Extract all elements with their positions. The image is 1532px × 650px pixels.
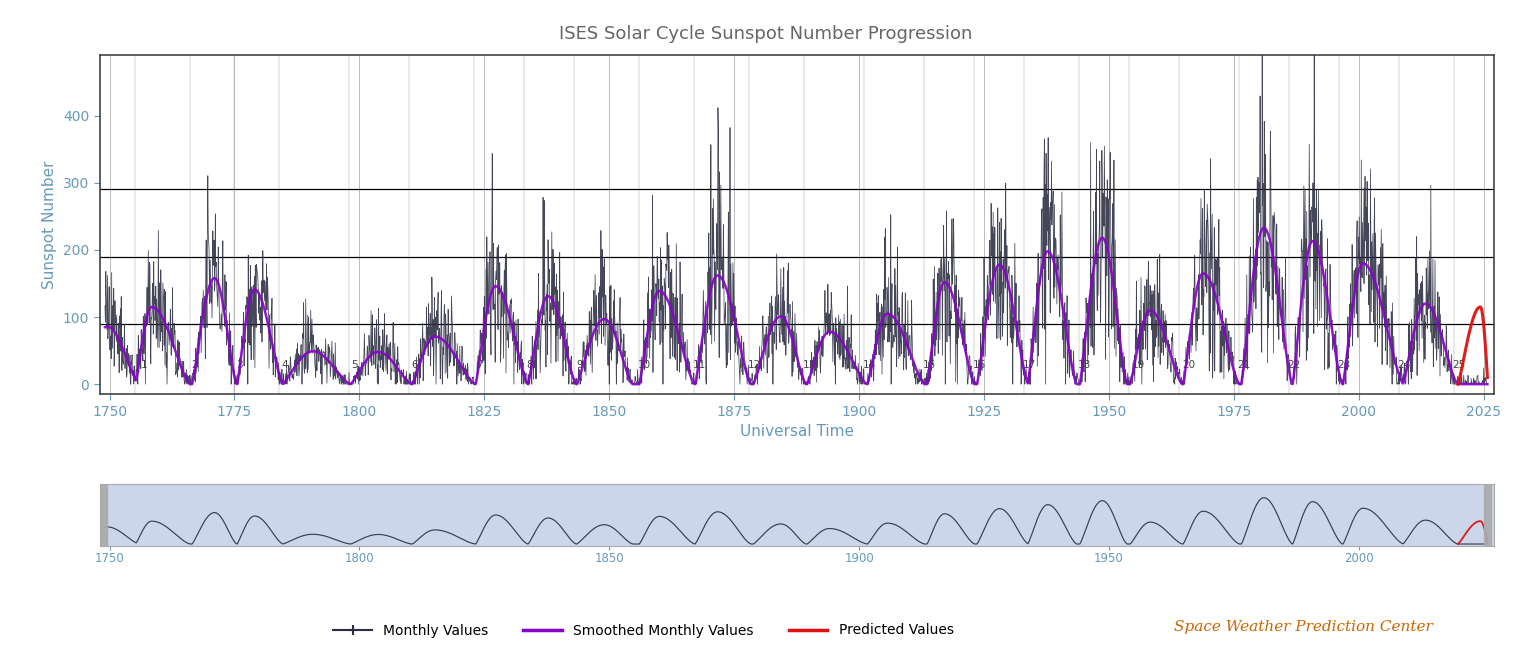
Text: 15: 15 xyxy=(922,360,936,370)
Smoothed Monthly Values xyxy=(1432,331,1451,339)
Monthly Values xyxy=(97,302,115,309)
Text: 4: 4 xyxy=(282,360,288,370)
Monthly Values xyxy=(836,355,855,363)
Predicted Values xyxy=(1449,380,1468,388)
Predicted Values xyxy=(1478,374,1497,382)
Smoothed Monthly Values xyxy=(836,344,855,352)
Text: 16: 16 xyxy=(973,360,985,370)
Text: 11: 11 xyxy=(692,360,706,370)
Bar xyxy=(1483,484,1491,546)
Predicted Values xyxy=(1455,348,1474,356)
Text: 2: 2 xyxy=(192,360,198,370)
Smoothed Monthly Values xyxy=(1255,224,1273,231)
Smoothed Monthly Values xyxy=(1420,301,1439,309)
Smoothed Monthly Values xyxy=(280,371,299,379)
Predicted Values xyxy=(1458,335,1477,343)
Text: ISES Solar Cycle Sunspot Number Progression: ISES Solar Cycle Sunspot Number Progress… xyxy=(559,25,973,43)
Text: 7: 7 xyxy=(476,360,483,370)
Text: 5: 5 xyxy=(351,360,358,370)
Line: Monthly Values: Monthly Values xyxy=(106,25,1488,384)
Text: 12: 12 xyxy=(748,360,761,370)
Predicted Values xyxy=(1471,303,1489,311)
Text: 24: 24 xyxy=(1397,360,1411,370)
Text: 3: 3 xyxy=(236,360,242,370)
Smoothed Monthly Values xyxy=(1219,345,1238,353)
Text: 1: 1 xyxy=(141,360,149,370)
Monthly Values xyxy=(1478,380,1497,388)
Text: 20: 20 xyxy=(1183,360,1195,370)
Y-axis label: Sunspot Number: Sunspot Number xyxy=(43,161,57,289)
Smoothed Monthly Values xyxy=(159,330,178,337)
X-axis label: Universal Time: Universal Time xyxy=(740,424,853,439)
Text: 18: 18 xyxy=(1077,360,1091,370)
Legend: Monthly Values, Smoothed Monthly Values, Predicted Values: Monthly Values, Smoothed Monthly Values,… xyxy=(328,618,959,643)
Text: 6: 6 xyxy=(411,360,418,370)
Monthly Values xyxy=(280,376,299,384)
Monthly Values xyxy=(1432,352,1451,360)
Text: 14: 14 xyxy=(863,360,876,370)
Text: 8: 8 xyxy=(525,360,533,370)
Text: 9: 9 xyxy=(576,360,582,370)
Monthly Values xyxy=(1253,21,1272,29)
Text: 19: 19 xyxy=(1132,360,1146,370)
Monthly Values xyxy=(161,333,179,341)
Predicted Values xyxy=(1469,304,1488,312)
Predicted Values xyxy=(1452,363,1471,370)
Bar xyxy=(100,484,107,546)
Text: 13: 13 xyxy=(803,360,815,370)
Text: 22: 22 xyxy=(1287,360,1301,370)
Smoothed Monthly Values xyxy=(1478,380,1497,388)
Text: 23: 23 xyxy=(1337,360,1350,370)
Text: 10: 10 xyxy=(637,360,651,370)
Predicted Values xyxy=(1465,311,1483,318)
Line: Smoothed Monthly Values: Smoothed Monthly Values xyxy=(106,227,1488,384)
Text: 21: 21 xyxy=(1238,360,1250,370)
Monthly Values xyxy=(121,380,139,388)
Text: 17: 17 xyxy=(1022,360,1036,370)
Text: Space Weather Prediction Center: Space Weather Prediction Center xyxy=(1174,619,1432,634)
Monthly Values xyxy=(1420,305,1439,313)
Smoothed Monthly Values xyxy=(181,380,199,388)
Predicted Values xyxy=(1468,306,1486,314)
Line: Predicted Values: Predicted Values xyxy=(1458,307,1488,384)
Monthly Values xyxy=(1219,367,1238,375)
Text: 25: 25 xyxy=(1452,360,1465,370)
Smoothed Monthly Values xyxy=(97,323,115,331)
